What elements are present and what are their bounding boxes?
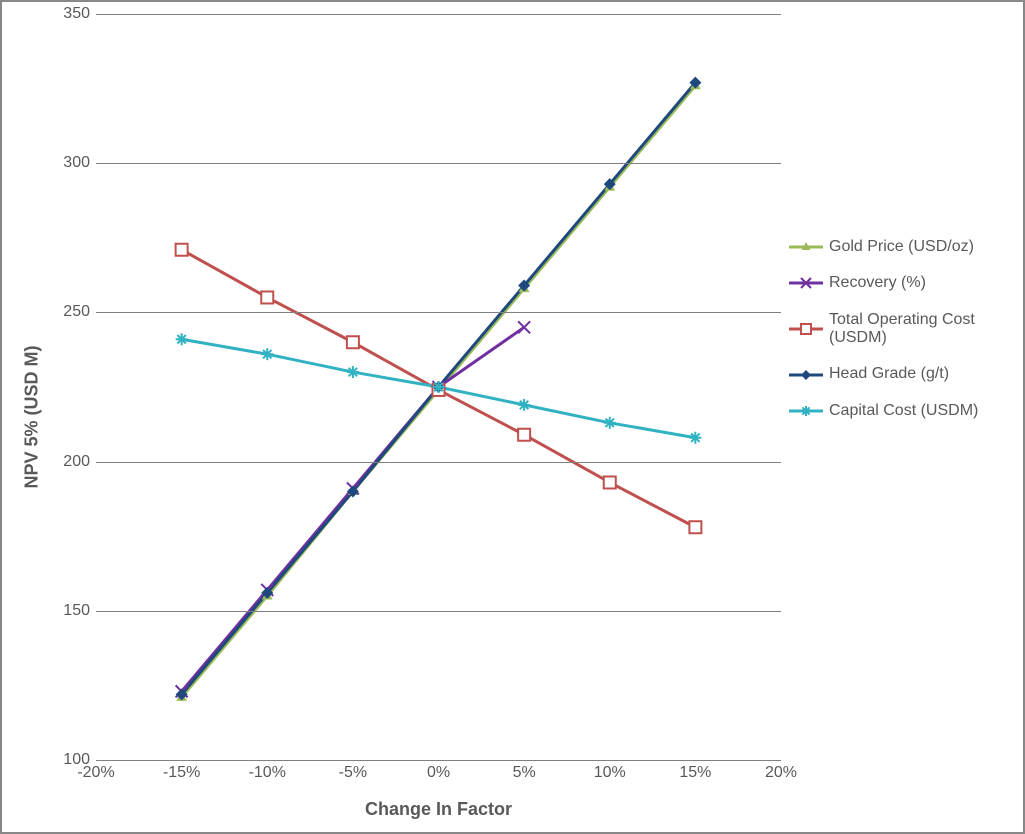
marker-recovery	[518, 321, 530, 333]
legend: Gold Price (USD/oz) Recovery (%) Total Ope…	[789, 238, 1009, 438]
legend-label: Capital Cost (USDM)	[829, 402, 978, 420]
legend-swatch-icon	[789, 275, 823, 291]
chart-container: NPV 5% (USD M) 100150200250300350 Gold P…	[14, 14, 1011, 820]
legend-column: Gold Price (USD/oz) Recovery (%) Total Ope…	[781, 14, 1011, 760]
x-tick-label: 0%	[427, 764, 450, 782]
marker-total_opex	[176, 244, 188, 256]
y-tick-label: 200	[63, 453, 90, 471]
legend-item-recovery: Recovery (%)	[789, 274, 1009, 292]
legend-swatch-icon	[789, 239, 823, 255]
x-tick-label: 20%	[765, 764, 797, 782]
y-axis-label: NPV 5% (USD M)	[22, 345, 43, 488]
marker-capex	[604, 417, 616, 429]
plot-row: 100150200250300350 Gold Price (USD/oz)Re…	[50, 14, 1011, 760]
y-tick-label: 300	[63, 154, 90, 172]
gridline	[96, 462, 781, 463]
x-tick-label: 10%	[594, 764, 626, 782]
legend-swatch-icon	[789, 321, 823, 337]
marker-head_grade	[518, 280, 530, 292]
x-tick-label: -5%	[339, 764, 367, 782]
chart-frame: NPV 5% (USD M) 100150200250300350 Gold P…	[0, 0, 1025, 834]
marker-capex	[176, 333, 188, 345]
y-axis-label-wrap: NPV 5% (USD M)	[14, 14, 50, 820]
marker-total_opex	[518, 429, 530, 441]
marker-total_opex	[347, 336, 359, 348]
marker-head_grade	[347, 485, 359, 497]
gridline	[96, 611, 781, 612]
y-tick-label: 250	[63, 303, 90, 321]
legend-item-total_opex: Total Operating Cost (USDM)	[789, 311, 1009, 348]
y-tick-label: 350	[63, 5, 90, 23]
x-axis-label: Change In Factor	[365, 799, 512, 820]
marker-capex	[689, 432, 701, 444]
marker-capex	[347, 366, 359, 378]
legend-swatch-icon	[789, 403, 823, 419]
x-tick-label: -15%	[163, 764, 200, 782]
x-tick-label: 15%	[679, 764, 711, 782]
x-tick-label: -20%	[77, 764, 114, 782]
x-tick-label: -10%	[249, 764, 286, 782]
marker-head_grade	[261, 587, 273, 599]
legend-label: Recovery (%)	[829, 274, 926, 292]
markers-svg	[96, 14, 781, 760]
marker-total_opex	[689, 521, 701, 533]
legend-item-head_grade: Head Grade (g/t)	[789, 365, 1009, 383]
legend-label: Gold Price (USD/oz)	[829, 238, 974, 256]
marker-total_opex	[261, 291, 273, 303]
marker-capex	[261, 348, 273, 360]
marker-capex	[518, 399, 530, 411]
legend-swatch-icon	[789, 367, 823, 383]
x-axis-row: Change In Factor -20% -15% -10% -5% 0% 5% 10% 1…	[50, 760, 1011, 820]
legend-label: Total Operating Cost (USDM)	[829, 311, 1009, 348]
legend-item-gold_price: Gold Price (USD/oz)	[789, 238, 1009, 256]
x-tick-area: Change In Factor -20%-15%-10%-5%0%5%10%1…	[96, 760, 781, 820]
marker-head_grade	[689, 77, 701, 89]
gridline	[96, 14, 781, 15]
gridline	[96, 163, 781, 164]
marker-capex	[433, 381, 445, 393]
marker-head_grade	[604, 178, 616, 190]
plot-column: 100150200250300350 Gold Price (USD/oz)Re…	[50, 14, 1011, 820]
gridline	[96, 312, 781, 313]
plot-area	[96, 14, 781, 760]
x-tick-label: 5%	[513, 764, 536, 782]
y-tick-label: 150	[63, 602, 90, 620]
marker-total_opex	[604, 476, 616, 488]
marker-head_grade	[176, 688, 188, 700]
legend-label: Head Grade (g/t)	[829, 365, 949, 383]
y-tick-column: 100150200250300350	[50, 14, 96, 760]
x-axis-spacer-right	[781, 760, 1011, 820]
legend-item-capex: Capital Cost (USDM)	[789, 402, 1009, 420]
